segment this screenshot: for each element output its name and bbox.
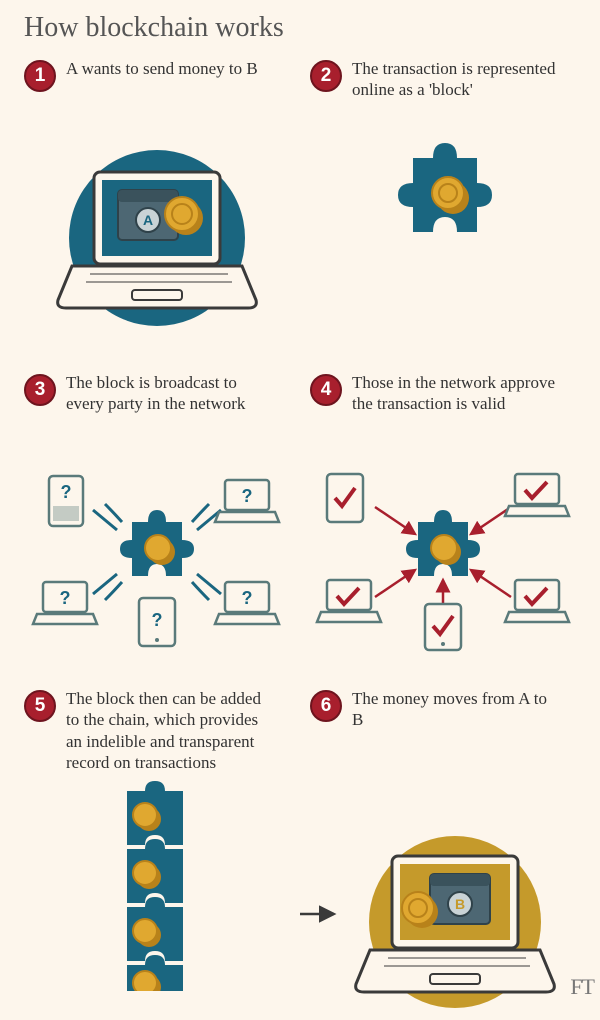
step-4: 4 Those in the network approve the trans…: [304, 368, 582, 656]
step-1-text: A wants to send money to B: [66, 58, 258, 79]
steps-grid: 1 A wants to send money to B A: [0, 54, 600, 1020]
badge-4: 4: [310, 374, 342, 406]
badge-5: 5: [24, 690, 56, 722]
graphic-5: [24, 781, 290, 991]
page-title: How blockchain works: [0, 0, 600, 54]
svg-text:?: ?: [60, 588, 71, 608]
step-5: 5 The block then can be added to the cha…: [18, 684, 296, 1020]
step-3: 3 The block is broadcast to every party …: [18, 368, 296, 656]
svg-text:B: B: [455, 896, 465, 912]
badge-3: 3: [24, 374, 56, 406]
graphic-4: [310, 452, 576, 652]
step-1: 1 A wants to send money to B A: [18, 54, 296, 332]
graphic-2: [310, 138, 576, 268]
svg-text:?: ?: [242, 588, 253, 608]
badge-2: 2: [310, 60, 342, 92]
svg-text:?: ?: [242, 486, 253, 506]
svg-text:?: ?: [152, 610, 163, 630]
badge-1: 1: [24, 60, 56, 92]
step-5-text: The block then can be added to the chain…: [66, 688, 276, 773]
graphic-6: B: [294, 826, 576, 1016]
step-6-text: The money moves from A to B: [352, 688, 562, 731]
step-2: 2 The transaction is represented online …: [304, 54, 582, 332]
graphic-3: ? ? ? ?: [24, 452, 290, 652]
svg-text:A: A: [143, 212, 153, 228]
step-2-text: The transaction is represented online as…: [352, 58, 562, 101]
step-3-text: The block is broadcast to every party in…: [66, 372, 276, 415]
brand-mark: FT: [570, 974, 594, 1000]
step-4-text: Those in the network approve the transac…: [352, 372, 562, 415]
svg-text:?: ?: [61, 482, 72, 502]
graphic-1: A: [24, 138, 290, 328]
step-6: 6 The money moves from A to B B: [304, 684, 582, 1020]
badge-6: 6: [310, 690, 342, 722]
